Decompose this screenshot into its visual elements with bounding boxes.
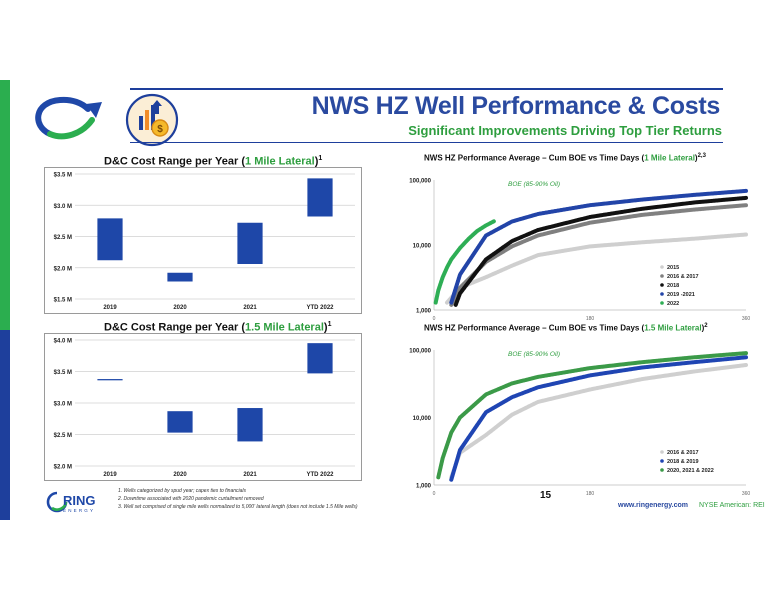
chart-cum-boe-15mile-frame: 1,000 10,000 100,000 0 180 360 BOE (85-90% Oil… <box>396 332 766 498</box>
y-tick-label: $3.0 M <box>54 204 72 210</box>
x-tick-label: 2019 <box>103 305 117 311</box>
chart-title-dc-15mile: D&C Cost Range per Year (1.5 Mile Latera… <box>104 321 332 334</box>
legend-label: 2018 & 2019 <box>667 459 699 465</box>
chart-dc-15mile-frame: $2.0 M $2.5 M $3.0 M $3.5 M $4.0 M 2019 2020 20… <box>44 333 362 481</box>
page-number: 15 <box>540 490 552 501</box>
x-tick-label: 2020 <box>173 305 187 311</box>
x-tick-label: 0 <box>433 491 436 497</box>
chart-cum-boe-1mile-frame: 1,000 10,000 100,000 0 180 360 BOE (85-90% Oil… <box>396 162 766 323</box>
series-line-2019-2021 <box>449 188 748 305</box>
y-tick-label: $2.5 M <box>54 235 72 241</box>
y-tick-label: $4.0 M <box>54 339 72 345</box>
y-tick-label: 1,000 <box>416 309 432 315</box>
legend-marker <box>660 283 664 287</box>
x-tick-label: 360 <box>742 491 751 497</box>
chart-dc-1mile: $1.5 M $2.0 M $2.5 M $3.0 M $3.5 M 2019 2020 20… <box>54 173 355 311</box>
legend-label: 2019 -2021 <box>667 292 695 298</box>
chart-dc-15mile: $2.0 M $2.5 M $3.0 M $3.5 M $4.0 M 2019 2020 20… <box>54 339 355 478</box>
bar-ytd-2022 <box>307 343 333 374</box>
footnote-2: 2. Downtime associated with 2020 pandemi… <box>118 496 264 502</box>
logo-wordmark: RING <box>63 493 96 508</box>
y-tick-label: 10,000 <box>413 244 432 250</box>
x-tick-label: 2020 <box>173 472 187 478</box>
website-link[interactable]: www.ringenergy.com <box>618 502 689 509</box>
chart-title-dc-1mile: D&C Cost Range per Year (1 Mile Lateral)… <box>104 155 323 168</box>
legend-label: 2022 <box>667 301 679 307</box>
logo-tagline: ENERGY <box>63 508 95 513</box>
y-tick-label: 100,000 <box>409 179 431 185</box>
svg-text:$: $ <box>157 124 163 135</box>
series-line-2016-2017 <box>449 363 748 480</box>
series-line-2020-2021-2022 <box>436 351 748 480</box>
y-tick-label: $3.5 M <box>54 173 72 179</box>
ring-energy-logo: RING ENERGY <box>46 491 96 513</box>
series-line-2015 <box>445 232 748 305</box>
series-line-2018 <box>453 195 748 307</box>
chart-cum-boe-1mile: 1,000 10,000 100,000 0 180 360 BOE (85-90% Oil… <box>409 179 751 323</box>
y-tick-label: $2.0 M <box>54 266 72 272</box>
legend-marker <box>660 265 664 269</box>
bar-2019 <box>97 218 123 261</box>
x-tick-label: 2021 <box>243 305 257 311</box>
footnote-1: 1. Wells categorized by spud year; capex… <box>118 488 247 494</box>
y-tick-label: 10,000 <box>413 416 432 422</box>
bar-2021 <box>237 222 263 264</box>
legend-marker <box>660 468 664 472</box>
legend-label: 2016 & 2017 <box>667 450 699 456</box>
footnote-3: 3. Well set comprised of single mile wel… <box>118 504 358 510</box>
legend-label: 2018 <box>667 283 679 289</box>
page-title: NWS HZ Well Performance & Costs <box>311 92 721 120</box>
x-tick-label: 2021 <box>243 472 257 478</box>
x-tick-label: 180 <box>586 491 595 497</box>
bar-2020 <box>167 272 193 282</box>
legend-marker <box>660 459 664 463</box>
x-tick-label: 0 <box>433 316 436 322</box>
page-subtitle: Significant Improvements Driving Top Tie… <box>408 123 722 138</box>
side-accent-bar <box>0 80 10 520</box>
legend-label: 2020, 2021 & 2022 <box>667 468 714 474</box>
y-tick-label: $1.5 M <box>54 298 72 304</box>
chart-dc-1mile-frame: $1.5 M $2.0 M $2.5 M $3.0 M $3.5 M 2019 2020 20… <box>44 167 362 314</box>
y-tick-label: $3.0 M <box>54 402 72 408</box>
y-tick-label: $3.5 M <box>54 370 72 376</box>
y-tick-label: 1,000 <box>416 484 432 490</box>
bar-2021 <box>237 408 263 442</box>
x-tick-label: YTD 2022 <box>306 472 334 478</box>
exchange-ticker: NYSE American: REI <box>699 502 765 509</box>
y-tick-label: $2.0 M <box>54 465 72 471</box>
x-tick-label: 360 <box>742 316 751 322</box>
chart-title-cum-boe-1mile: NWS HZ Performance Average – Cum BOE vs … <box>424 153 706 163</box>
x-tick-label: YTD 2022 <box>306 305 334 311</box>
header-rule <box>130 88 723 90</box>
bar-ytd-2022 <box>307 178 333 217</box>
finance-growth-icon: $ <box>125 93 179 147</box>
legend-marker <box>660 274 664 278</box>
chart-cum-boe-15mile: 1,000 10,000 100,000 0 180 360 BOE (85-90% Oil… <box>409 349 751 498</box>
bar-2020 <box>167 411 193 433</box>
legend-marker <box>660 450 664 454</box>
boe-annotation: BOE (85-90% Oil) <box>508 181 560 188</box>
y-tick-label: 100,000 <box>409 349 431 355</box>
company-arrow-logo-icon <box>35 96 102 140</box>
x-tick-label: 2019 <box>103 472 117 478</box>
header-rule-bottom <box>130 142 723 143</box>
legend-label: 2016 & 2017 <box>667 274 699 280</box>
x-tick-label: 180 <box>586 316 595 322</box>
series-line-2022 <box>433 218 497 305</box>
legend-marker <box>660 292 664 296</box>
y-tick-label: $2.5 M <box>54 433 72 439</box>
bar-2019 <box>97 379 123 381</box>
series-line-2018-2019 <box>449 355 748 482</box>
chart-title-cum-boe-15mile: NWS HZ Performance Average – Cum BOE vs … <box>424 323 708 333</box>
legend-marker <box>660 301 664 305</box>
boe-annotation: BOE (85-90% Oil) <box>508 351 560 358</box>
legend-label: 2015 <box>667 265 679 271</box>
